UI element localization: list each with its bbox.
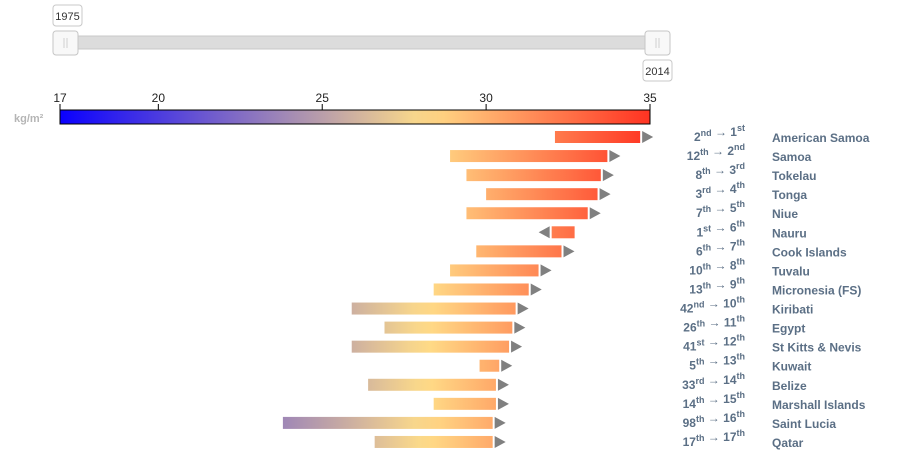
scale-tick-label: 30 <box>479 91 493 105</box>
country-label: Saint Lucia <box>772 417 836 431</box>
bar-tuvalu[interactable] <box>450 264 539 277</box>
direction-arrow <box>530 283 542 296</box>
direction-arrow <box>538 226 550 239</box>
start-year-tooltip: 1975 <box>52 4 83 27</box>
color-scale-legend: kg/m² 17 20 25 30 35 <box>14 91 657 125</box>
scale-tick-label: 25 <box>316 91 330 105</box>
country-label: Micronesia (FS) <box>772 283 861 297</box>
direction-arrow <box>602 169 614 182</box>
end-year-tooltip: 2014 <box>642 59 673 82</box>
bar-nauru[interactable] <box>551 226 575 239</box>
rank-change-label: 6th → 7th <box>696 237 745 258</box>
country-label: Niue <box>772 207 798 221</box>
country-label: Marshall Islands <box>772 398 866 412</box>
country-label: Kuwait <box>772 360 811 374</box>
country-label: American Samoa <box>772 131 870 145</box>
rank-change-label: 41st → 12th <box>683 333 745 354</box>
bar-saint-lucia[interactable] <box>282 416 493 429</box>
unit-label: kg/m² <box>14 113 44 125</box>
country-label: Nauru <box>772 226 807 240</box>
country-label: St Kitts & Nevis <box>772 341 862 355</box>
direction-arrow <box>517 302 529 315</box>
rank-change-label: 98th → 16th <box>683 409 745 430</box>
bar-niue[interactable] <box>466 207 588 220</box>
country-label: Tokelau <box>772 169 816 183</box>
country-label: Belize <box>772 379 807 393</box>
country-label: Qatar <box>772 436 804 450</box>
rank-change-label: 42nd → 10th <box>680 295 745 316</box>
direction-arrow <box>599 188 611 201</box>
rank-change-label: 10th → 8th <box>689 256 745 277</box>
direction-arrow <box>497 378 509 391</box>
direction-arrow <box>501 359 513 372</box>
direction-arrow <box>511 340 523 353</box>
direction-arrow <box>514 321 526 334</box>
direction-arrow <box>609 150 621 163</box>
direction-arrow <box>494 435 506 448</box>
bar-micronesia-fs-[interactable] <box>433 283 529 296</box>
bar-tokelau[interactable] <box>466 169 601 182</box>
bar-kiribati[interactable] <box>351 302 516 315</box>
bar-qatar[interactable] <box>374 435 493 448</box>
country-label: Egypt <box>772 322 805 336</box>
country-label: Cook Islands <box>772 245 847 259</box>
country-label: Samoa <box>772 150 812 164</box>
rank-change-label: 14th → 15th <box>683 390 745 411</box>
color-scale-ticks: 17 20 25 30 35 <box>53 91 657 110</box>
direction-arrow <box>642 131 654 143</box>
arrows-layer <box>494 131 654 448</box>
scale-tick-label: 35 <box>643 91 657 105</box>
rank-change-label: 7th → 5th <box>696 199 745 220</box>
start-year-handle[interactable] <box>52 30 79 56</box>
direction-arrow <box>497 397 509 410</box>
rank-change-label: 26th → 11th <box>683 314 745 335</box>
scale-tick-label: 17 <box>53 91 67 105</box>
bar-cook-islands[interactable] <box>476 245 562 258</box>
bar-kuwait[interactable] <box>479 359 500 372</box>
end-year-label: 2014 <box>645 66 669 78</box>
rank-change-label: 17th → 17th <box>683 428 745 449</box>
country-label: Tuvalu <box>772 264 810 278</box>
color-scale-bar <box>59 109 651 125</box>
year-range-slider[interactable]: 1975 2014 <box>52 4 673 82</box>
bars-layer <box>282 131 641 448</box>
rank-change-label: 12th → 2nd <box>687 142 745 163</box>
direction-arrow <box>494 416 506 429</box>
country-label: Kiribati <box>772 303 813 317</box>
bar-tonga[interactable] <box>486 188 598 201</box>
bar-american-samoa[interactable] <box>554 131 641 143</box>
bar-egypt[interactable] <box>384 321 513 334</box>
slider-track[interactable] <box>61 35 667 50</box>
rank-change-label: 3rd → 4th <box>695 180 745 201</box>
country-label: Tonga <box>772 188 807 202</box>
rank-change-label: 1st → 6th <box>696 218 745 239</box>
direction-arrow <box>589 207 601 220</box>
rank-change-label: 2nd → 1st <box>694 123 745 144</box>
bar-st-kitts-nevis[interactable] <box>351 340 510 353</box>
bar-marshall-islands[interactable] <box>433 397 496 410</box>
direction-arrow <box>540 264 552 277</box>
bar-belize[interactable] <box>368 378 496 391</box>
rank-change-label: 8th → 3rd <box>695 161 745 182</box>
country-labels-layer: American Samoa Samoa Tokelau Tonga Niue Nauru… <box>772 131 870 450</box>
scale-tick-label: 20 <box>152 91 166 105</box>
rank-change-label: 13th → 9th <box>689 275 745 296</box>
bar-samoa[interactable] <box>450 150 608 163</box>
rank-change-label: 5th → 13th <box>689 352 745 373</box>
start-year-label: 1975 <box>55 11 79 23</box>
rank-change-label: 33rd → 14th <box>682 371 745 392</box>
direction-arrow <box>563 245 575 258</box>
end-year-handle[interactable] <box>644 30 671 56</box>
